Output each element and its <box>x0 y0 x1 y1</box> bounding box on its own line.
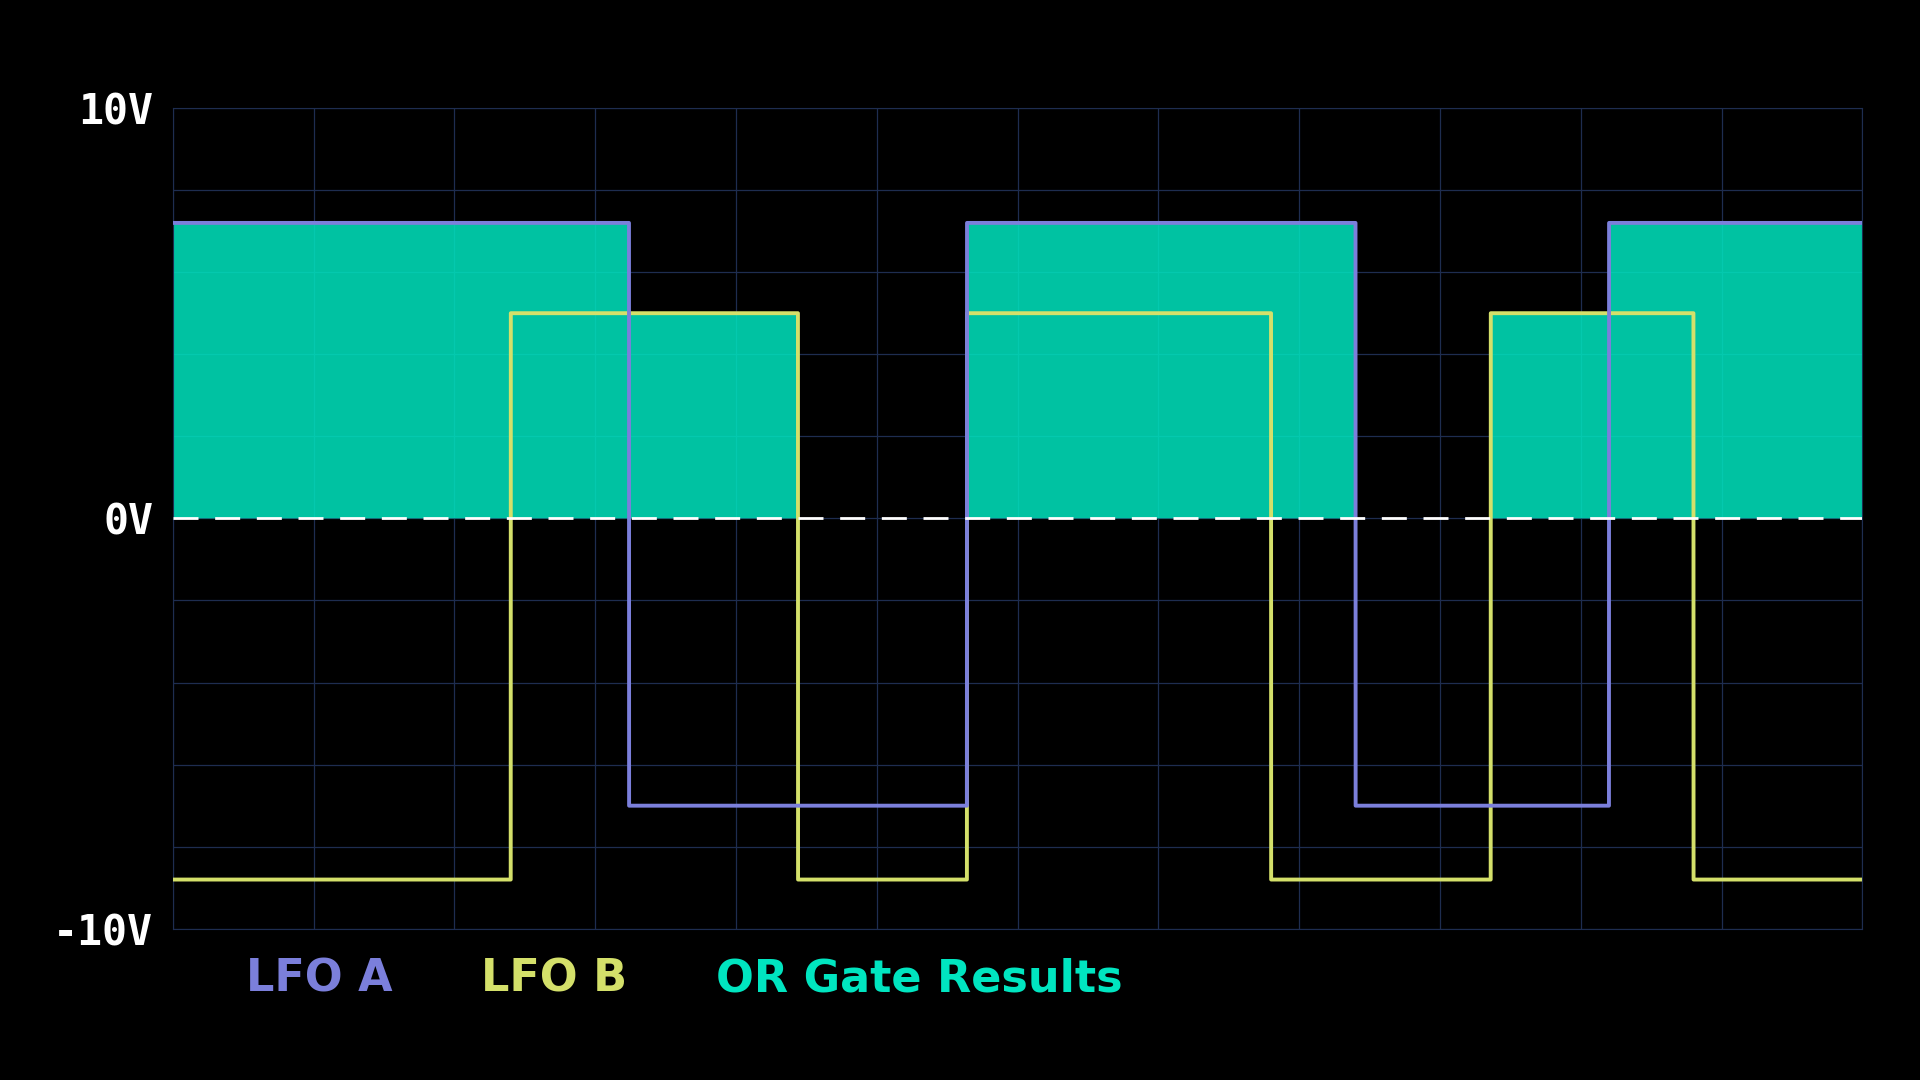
Legend: LFO A, LFO B, OR Gate Results: LFO A, LFO B, OR Gate Results <box>246 958 1123 1001</box>
